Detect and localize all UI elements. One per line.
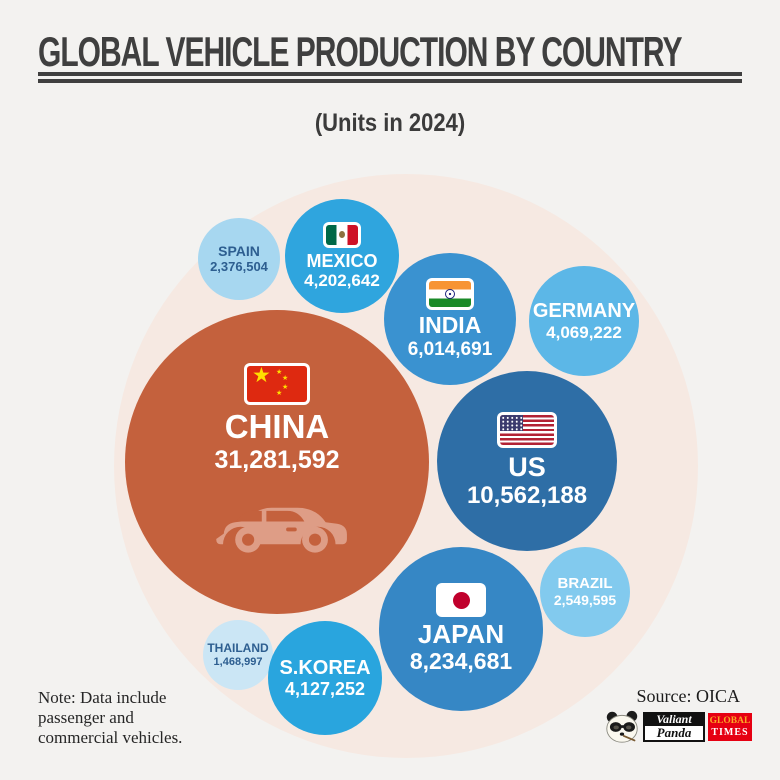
bubble-label: THAILAND — [207, 641, 269, 656]
car-icon — [216, 507, 347, 553]
bubble-value: 8,234,681 — [409, 648, 513, 675]
global-times-logo-line1: GLOBAL — [709, 716, 751, 727]
chart-subtitle: (Units in 2024) — [314, 108, 466, 137]
japan-flag-icon — [436, 583, 486, 618]
bubble-value: 2,376,504 — [210, 258, 268, 274]
bubble-value: 31,281,592 — [214, 445, 340, 474]
bubble-value: 10,562,188 — [466, 481, 588, 509]
bubble-value: 6,014,691 — [407, 338, 493, 360]
title-underline-bottom — [38, 79, 742, 83]
valiant-panda-icon — [606, 710, 638, 743]
bubble-japan: JAPAN 8,234,681 — [379, 547, 543, 711]
bubble-label: JAPAN — [417, 619, 505, 650]
bubble-label: SPAIN — [218, 242, 260, 259]
bubble-label: CHINA — [224, 408, 330, 446]
bubble-value: 4,202,642 — [304, 271, 380, 291]
bubble-germany: GERMANY 4,069,222 — [529, 266, 639, 376]
bubble-india: INDIA 6,014,691 — [384, 253, 516, 385]
china-flag-icon: ★ ★ ★ ★ ★ — [244, 363, 310, 406]
bubble-value: 1,468,997 — [213, 655, 263, 668]
india-flag-icon — [426, 277, 474, 310]
bubble-china: ★ ★ ★ ★ ★ CHINA 31,281,592 — [125, 310, 429, 614]
footnote: Note: Data include passenger and commerc… — [38, 688, 183, 748]
bubble-skorea: S.KOREA 4,127,252 — [268, 621, 382, 735]
bubble-label: S.KOREA — [279, 656, 371, 679]
valiant-panda-logo-line2: Panda — [643, 726, 705, 742]
valiant-panda-logo: Valiant Panda — [643, 712, 705, 742]
page-title: GLOBAL VEHICLE PRODUCTION BY COUNTRY — [38, 30, 682, 76]
bubble-label: INDIA — [418, 311, 482, 338]
global-times-logo-line2: TIMES — [711, 726, 749, 738]
title-underline-top — [38, 72, 742, 76]
bubble-value: 4,127,252 — [284, 679, 366, 700]
publisher-logos: Valiant Panda GLOBAL TIMES — [604, 710, 752, 744]
bubble-value: 4,069,222 — [546, 322, 622, 342]
us-flag-icon — [497, 412, 557, 449]
valiant-panda-logo-line1: Valiant — [643, 712, 705, 726]
bubble-brazil: BRAZIL 2,549,595 — [540, 547, 630, 637]
bubble-label: MEXICO — [306, 250, 378, 271]
global-times-logo: GLOBAL TIMES — [708, 713, 752, 741]
bubble-label: GERMANY — [532, 300, 636, 323]
bubble-spain: SPAIN 2,376,504 — [198, 218, 280, 300]
bubble-us: US 10,562,188 — [437, 371, 617, 551]
source-text: Source: OICA — [636, 686, 740, 706]
bubble-label: US — [508, 452, 546, 483]
bubble-value: 2,549,595 — [553, 591, 617, 608]
mexico-flag-icon — [323, 221, 361, 248]
bubble-label: BRAZIL — [557, 574, 613, 592]
bubble-mexico: MEXICO 4,202,642 — [285, 199, 399, 313]
bubble-thailand: THAILAND 1,468,997 — [203, 620, 273, 690]
